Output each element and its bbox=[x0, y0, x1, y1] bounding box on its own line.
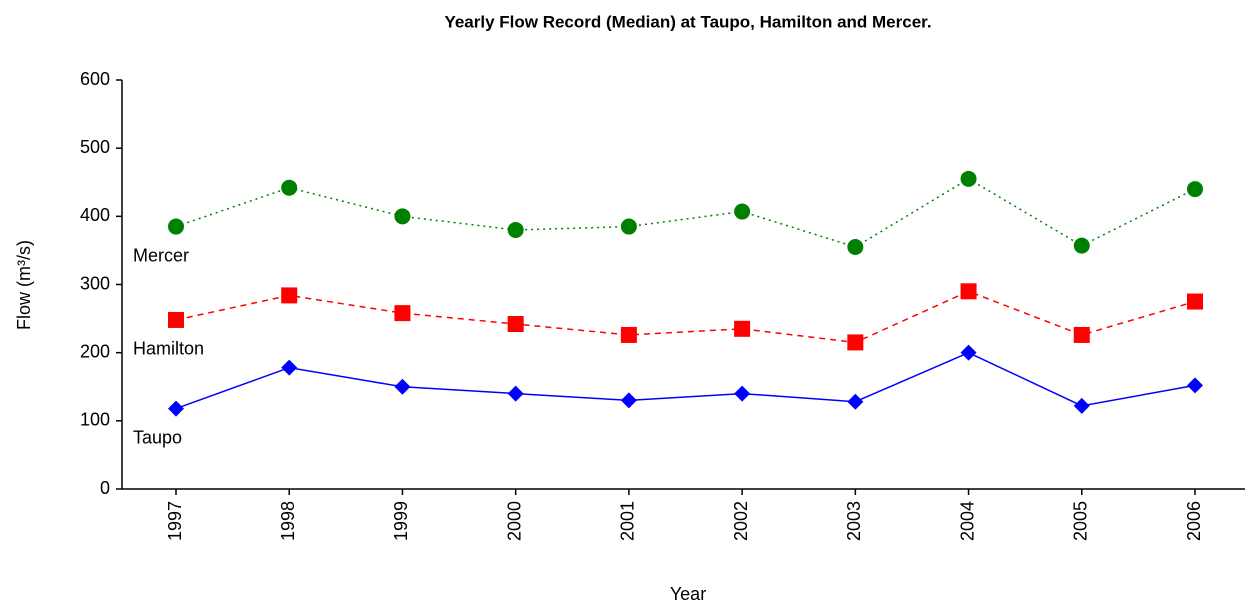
y-axis-label: Flow (m³/s) bbox=[14, 240, 34, 330]
x-tick-label: 2001 bbox=[618, 501, 638, 541]
y-tick-label: 500 bbox=[80, 137, 110, 157]
point bbox=[847, 239, 864, 256]
y-tick-label: 100 bbox=[80, 410, 110, 430]
point bbox=[847, 334, 864, 351]
series-label: Taupo bbox=[133, 427, 182, 447]
point bbox=[507, 385, 524, 402]
x-tick-label: 1999 bbox=[391, 501, 411, 541]
point bbox=[960, 170, 977, 187]
x-tick-label: 2000 bbox=[504, 501, 524, 541]
point bbox=[1073, 397, 1090, 414]
x-tick-label: 2002 bbox=[731, 501, 751, 541]
chart-title: Yearly Flow Record (Median) at Taupo, Ha… bbox=[444, 12, 931, 31]
x-axis-label: Year bbox=[670, 584, 706, 604]
x-tick-label: 2005 bbox=[1071, 501, 1091, 541]
series-line bbox=[175, 177, 1196, 248]
point bbox=[281, 179, 298, 196]
series-line bbox=[175, 351, 1196, 410]
series-line bbox=[175, 290, 1196, 344]
x-tick-label: 1997 bbox=[165, 501, 185, 541]
point bbox=[168, 311, 184, 328]
point bbox=[394, 208, 411, 225]
point bbox=[734, 320, 751, 337]
point bbox=[960, 344, 977, 361]
y-tick-label: 600 bbox=[80, 69, 110, 89]
point bbox=[734, 203, 751, 220]
point bbox=[394, 378, 411, 395]
point bbox=[1073, 326, 1090, 343]
point bbox=[1187, 181, 1203, 198]
point bbox=[507, 316, 524, 333]
point bbox=[734, 385, 751, 402]
point bbox=[620, 326, 637, 343]
point bbox=[960, 283, 977, 300]
y-tick-label: 400 bbox=[80, 205, 110, 225]
point bbox=[1187, 377, 1203, 394]
series-label: Mercer bbox=[133, 245, 189, 265]
x-tick-label: 2004 bbox=[957, 501, 977, 541]
x-tick-label: 1998 bbox=[278, 501, 298, 541]
point bbox=[281, 287, 298, 304]
y-tick-label: 200 bbox=[80, 341, 110, 361]
point bbox=[168, 218, 184, 235]
x-tick-label: 2006 bbox=[1184, 501, 1204, 541]
y-tick-label: 300 bbox=[80, 273, 110, 293]
point bbox=[1187, 293, 1203, 310]
series-label: Hamilton bbox=[133, 339, 204, 359]
point bbox=[507, 221, 524, 238]
x-tick-label: 2003 bbox=[844, 501, 864, 541]
point bbox=[394, 305, 411, 322]
point bbox=[620, 392, 637, 409]
point bbox=[1073, 237, 1090, 254]
point bbox=[168, 400, 184, 417]
point bbox=[620, 218, 637, 235]
y-tick-label: 0 bbox=[100, 478, 110, 498]
point bbox=[847, 393, 864, 410]
point bbox=[281, 359, 298, 376]
